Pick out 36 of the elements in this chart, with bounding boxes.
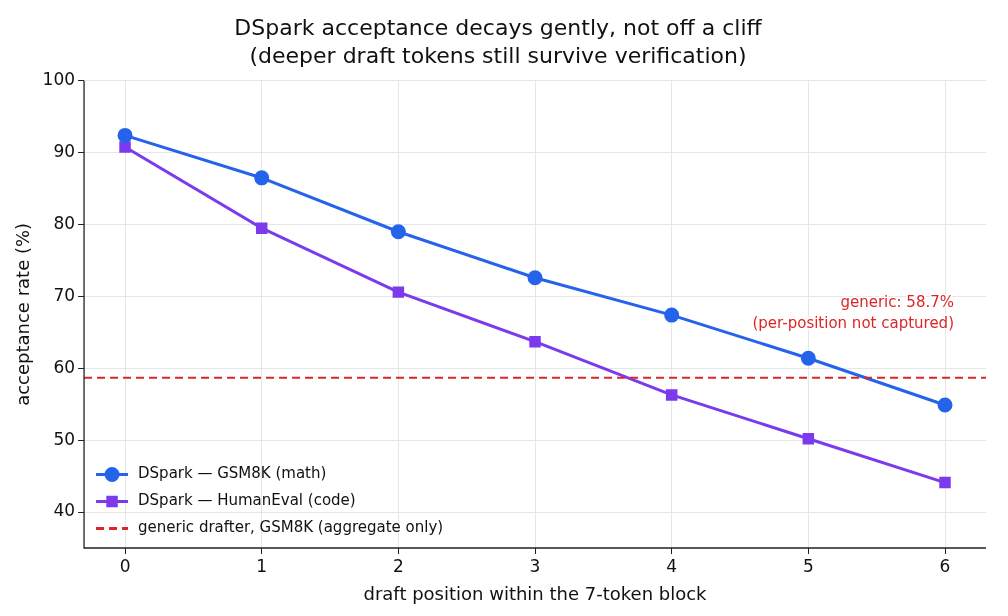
point — [937, 397, 953, 413]
x-axis-title: draft position within the 7-token block — [363, 582, 708, 604]
y-tick-label: 40 — [53, 500, 76, 521]
x-tick-label: 5 — [802, 555, 814, 576]
point — [390, 224, 406, 240]
point — [939, 476, 951, 489]
x-tick-label: 0 — [119, 555, 131, 576]
point — [527, 270, 543, 286]
x-tick-label: 2 — [392, 555, 404, 576]
chart-title: DSpark acceptance decays gently, not off a cliff — [234, 14, 763, 40]
legend-label: DSpark — HumanEval (code) — [138, 491, 356, 510]
x-tick-label: 4 — [666, 555, 678, 576]
y-tick-label: 60 — [53, 356, 76, 377]
y-tick-label: 70 — [53, 284, 76, 305]
y-tick-label: 90 — [53, 141, 76, 162]
point — [255, 222, 268, 234]
chart-subtitle: (deeper draft tokens still survive verification) — [249, 43, 747, 69]
point — [254, 170, 270, 186]
point — [392, 286, 405, 298]
x-tick-label: 1 — [256, 555, 268, 576]
y-axis-title: acceptance rate (%) — [12, 222, 34, 406]
y-tick-label: 100 — [42, 69, 76, 90]
point — [117, 127, 133, 143]
x-tick-label: 6 — [939, 555, 951, 576]
point — [119, 141, 131, 153]
legend-label: DSpark — GSM8K (math) — [138, 464, 327, 483]
point — [665, 389, 678, 401]
legend-label: generic drafter, GSM8K (aggregate only) — [138, 518, 444, 537]
y-tick-label: 50 — [53, 428, 76, 449]
point — [664, 307, 680, 323]
y-tick-label: 80 — [53, 212, 76, 233]
x-tick-label: 3 — [529, 555, 541, 576]
point — [529, 335, 541, 348]
point — [802, 433, 815, 445]
point — [800, 350, 816, 366]
annotation: generic: 58.7% (per-position not captured) — [752, 293, 954, 333]
